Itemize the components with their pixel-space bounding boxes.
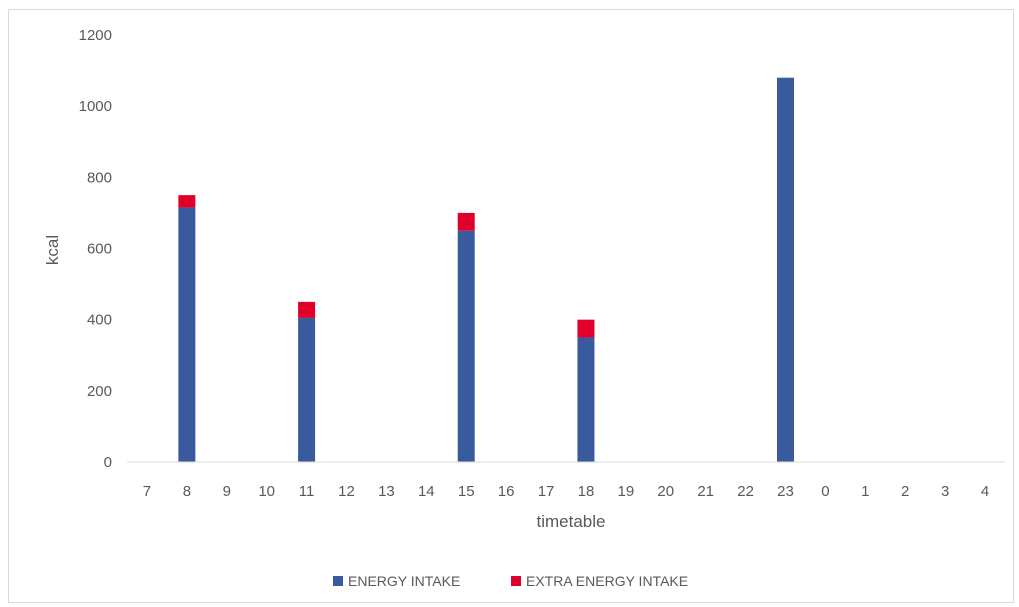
- bar-energy-intake: [577, 337, 595, 462]
- bar-extra-energy-intake: [298, 301, 316, 318]
- chart-frame: [8, 9, 1014, 603]
- x-tick-label: 9: [223, 483, 231, 500]
- y-tick-label: 200: [87, 383, 112, 400]
- bar-energy-intake: [777, 77, 794, 462]
- x-tick-label: 11: [299, 483, 315, 500]
- x-tick-label: 13: [378, 483, 395, 500]
- bars: [178, 77, 794, 462]
- x-tick-label: 17: [538, 483, 555, 500]
- y-tick-label: 1000: [79, 98, 112, 115]
- legend-swatch-energy-intake: [333, 576, 343, 586]
- x-axis-ticks: 7 8 9 10 11 12 13 14 15 16 17 18 19 20 21 22 23 0 1 2 3 4: [143, 483, 989, 500]
- y-tick-label: 0: [104, 454, 112, 471]
- x-tick-label: 1: [861, 483, 869, 500]
- bar-energy-intake: [298, 317, 316, 462]
- x-tick-label: 23: [777, 483, 794, 500]
- legend-label-extra-energy-intake: EXTRA ENERGY INTAKE: [526, 573, 688, 589]
- y-tick-label: 1200: [79, 27, 112, 44]
- x-tick-label: 8: [183, 483, 191, 500]
- x-tick-label: 20: [657, 483, 674, 500]
- y-tick-label: 800: [87, 169, 112, 186]
- x-tick-label: 19: [618, 483, 635, 500]
- x-tick-label: 15: [458, 483, 475, 500]
- bar-extra-energy-intake: [178, 195, 196, 208]
- x-tick-label: 10: [258, 483, 275, 500]
- x-tick-label: 4: [981, 483, 989, 500]
- legend-label-energy-intake: ENERGY INTAKE: [348, 573, 460, 589]
- y-axis-title: kcal: [43, 235, 62, 265]
- x-tick-label: 0: [821, 483, 829, 500]
- bar-energy-intake: [178, 207, 196, 462]
- x-tick-label: 16: [498, 483, 515, 500]
- bar-energy-intake: [457, 230, 475, 462]
- x-axis-title: timetable: [537, 512, 606, 531]
- legend: ENERGY INTAKE EXTRA ENERGY INTAKE: [333, 573, 688, 589]
- bar-extra-energy-intake: [577, 319, 595, 338]
- x-tick-label: 3: [941, 483, 949, 500]
- bar-extra-energy-intake: [457, 212, 475, 231]
- y-axis-ticks: 0 200 400 600 800 1000 1200: [79, 27, 112, 471]
- legend-swatch-extra-energy-intake: [511, 576, 521, 586]
- x-tick-label: 2: [901, 483, 909, 500]
- x-tick-label: 22: [737, 483, 754, 500]
- x-tick-label: 12: [338, 483, 355, 500]
- y-tick-label: 600: [87, 241, 112, 258]
- x-tick-label: 21: [697, 483, 714, 500]
- y-tick-label: 400: [87, 312, 112, 329]
- x-tick-label: 7: [143, 483, 151, 500]
- x-tick-label: 18: [578, 483, 595, 500]
- x-tick-label: 14: [418, 483, 435, 500]
